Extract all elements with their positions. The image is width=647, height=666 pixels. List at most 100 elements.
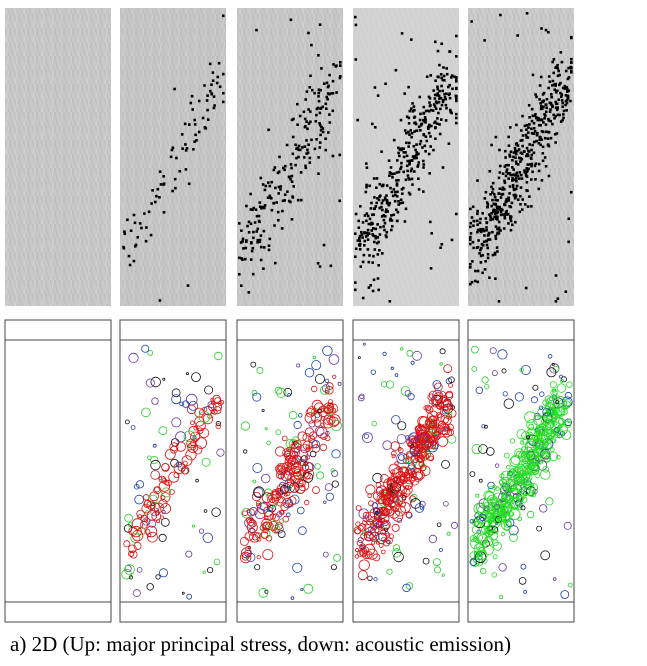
fracture-dot (556, 89, 559, 93)
fracture-dot (383, 228, 386, 232)
emission-event (357, 394, 365, 402)
emission-event (522, 438, 529, 445)
fracture-dot (525, 136, 528, 139)
emission-event (164, 448, 176, 460)
fracture-dot (326, 85, 330, 89)
emission-event (405, 582, 414, 590)
fracture-dot (213, 104, 216, 107)
fracture-dot (357, 226, 361, 229)
fracture-dot (479, 248, 482, 252)
fracture-dot (432, 148, 435, 152)
fracture-dot (330, 92, 333, 95)
fracture-dot (367, 222, 371, 226)
fracture-dot (255, 230, 258, 233)
fracture-dot (384, 210, 388, 214)
fracture-dot (416, 163, 420, 167)
emission-event (520, 505, 526, 511)
fracture-dot (476, 269, 480, 273)
emission-event (367, 575, 373, 581)
fracture-dot (448, 92, 451, 95)
fracture-dot (396, 210, 400, 214)
emission-event (314, 463, 321, 470)
fracture-dot (384, 234, 388, 237)
fracture-dot (247, 291, 251, 294)
fracture-dot (403, 220, 407, 223)
fracture-dot (533, 114, 536, 118)
emission-event (515, 492, 521, 498)
fracture-dot (515, 179, 518, 183)
emission-event (427, 410, 439, 423)
emission-event (529, 462, 540, 473)
emission-event (170, 458, 179, 468)
emission-event (385, 532, 391, 538)
fracture-dot (424, 135, 428, 138)
fracture-dot (193, 123, 197, 126)
fracture-dot (496, 210, 499, 214)
emission-event (183, 430, 196, 442)
emission-event (370, 369, 376, 375)
fracture-dot (553, 88, 556, 91)
emission-event (524, 482, 533, 491)
emission-event (424, 426, 431, 433)
fracture-dot (566, 96, 570, 100)
fracture-dot (358, 248, 362, 251)
fracture-dot (480, 246, 483, 250)
fracture-dot (360, 230, 363, 234)
fracture-dot (570, 67, 573, 70)
emission-event (305, 408, 316, 418)
emission-event (400, 347, 404, 351)
fracture-dot (149, 233, 153, 237)
fracture-dot (291, 152, 295, 156)
fracture-dot (424, 150, 427, 153)
emission-event (319, 443, 328, 452)
emission-event (427, 440, 437, 450)
fracture-dot (212, 95, 216, 98)
fracture-dot (483, 197, 487, 200)
fracture-dot (519, 186, 523, 189)
fracture-dot (411, 183, 414, 186)
fracture-dot (508, 192, 511, 195)
fracture-dot (503, 165, 507, 168)
fracture-dot (303, 156, 306, 159)
emission-event (533, 438, 542, 446)
fracture-dot (521, 144, 524, 148)
fracture-dot (376, 223, 379, 226)
emission-event (145, 378, 155, 388)
fracture-dot (368, 254, 371, 257)
fracture-dot (434, 120, 437, 124)
fracture-dot (175, 156, 178, 160)
fracture-dot (507, 222, 510, 225)
fracture-dot (287, 175, 291, 179)
emission-event (397, 421, 407, 431)
fracture-dot (210, 92, 213, 96)
emission-event (520, 563, 527, 570)
fracture-dot (481, 271, 484, 275)
emission-event (404, 469, 414, 479)
fracture-dot (356, 118, 359, 122)
emission-event (552, 577, 557, 581)
fracture-dot (565, 98, 569, 102)
fracture-dot (476, 245, 480, 249)
fracture-dot (365, 185, 368, 189)
fracture-dot (427, 127, 430, 130)
fracture-dot (413, 115, 417, 119)
fracture-dot (358, 234, 362, 238)
fracture-dot (486, 246, 489, 250)
fracture-dot (429, 220, 432, 224)
fracture-dot (531, 114, 535, 118)
fracture-dot (246, 224, 249, 228)
emission-event (394, 505, 406, 517)
emission-event (333, 554, 342, 562)
fracture-dot (506, 172, 510, 175)
fracture-dot (421, 146, 424, 149)
emission-event (433, 392, 443, 402)
fracture-dot (549, 108, 552, 111)
fracture-dot (184, 143, 187, 146)
fracture-dot (398, 154, 401, 158)
fracture-dot (448, 83, 451, 87)
fracture-dot (263, 188, 267, 192)
emission-event (256, 536, 262, 542)
emission-event (394, 373, 399, 377)
emission-event (160, 495, 166, 500)
fracture-dot (382, 218, 386, 222)
